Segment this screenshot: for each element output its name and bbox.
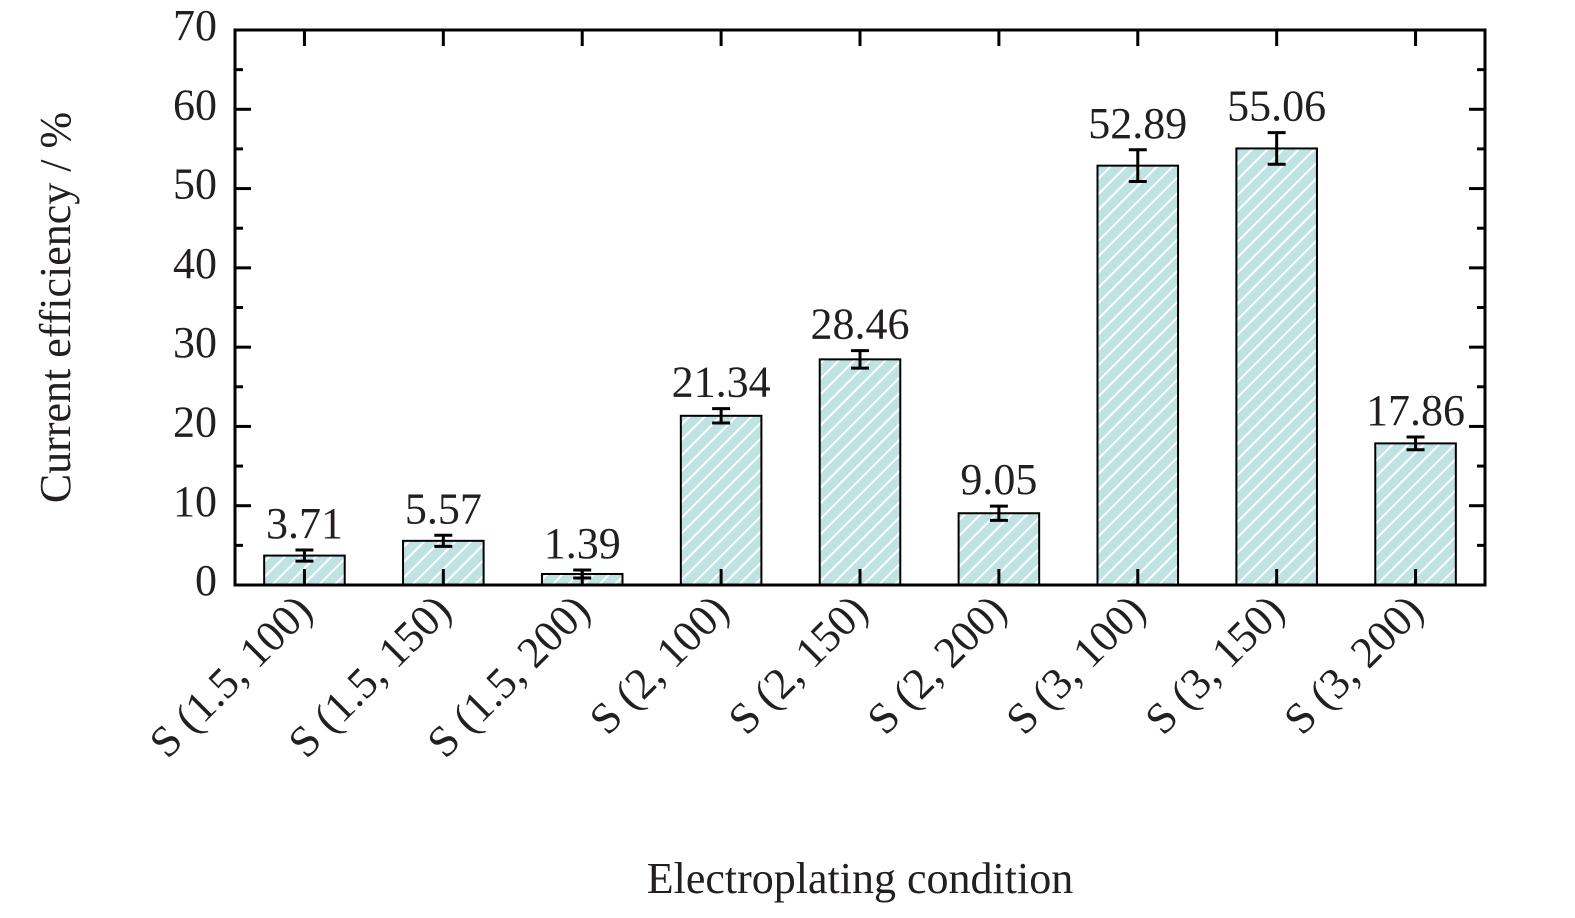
bar: 17.86 [1366, 386, 1465, 585]
y-tick-label: 20 [173, 398, 217, 447]
bar-value-label: 55.06 [1227, 82, 1326, 131]
bar-rect [1236, 148, 1317, 585]
x-axis-label: Electroplating condition [647, 854, 1073, 903]
bar-rect [820, 359, 901, 585]
y-tick-label: 60 [173, 80, 217, 129]
bar-value-label: 3.71 [266, 499, 343, 548]
y-tick-label: 0 [195, 556, 217, 605]
bar-rect [1098, 166, 1179, 585]
bar-value-label: 5.57 [405, 484, 482, 533]
bar-chart: 3.71 5.57 1.39 21.34 28.46 9.05 52.89 55.06 17.8… [0, 0, 1575, 918]
bar: 9.05 [959, 455, 1040, 585]
bar: 52.89 [1088, 99, 1187, 585]
bar-rect [1375, 443, 1456, 585]
bar-rect [681, 416, 762, 585]
bar-value-label: 9.05 [960, 455, 1037, 504]
y-tick-label: 40 [173, 239, 217, 288]
bar: 21.34 [672, 358, 771, 585]
bar-value-label: 1.39 [544, 519, 621, 568]
bar-value-label: 17.86 [1366, 386, 1465, 435]
y-axis-label: Current efficiency / % [31, 112, 80, 503]
y-tick-label: 10 [173, 477, 217, 526]
y-tick-label: 50 [173, 160, 217, 209]
bar: 28.46 [811, 300, 910, 585]
y-tick-label: 30 [173, 318, 217, 367]
bar-value-label: 52.89 [1088, 99, 1187, 148]
bar-value-label: 21.34 [672, 358, 771, 407]
y-tick-label: 70 [173, 1, 217, 50]
bar-value-label: 28.46 [811, 300, 910, 349]
bar: 55.06 [1227, 82, 1326, 585]
